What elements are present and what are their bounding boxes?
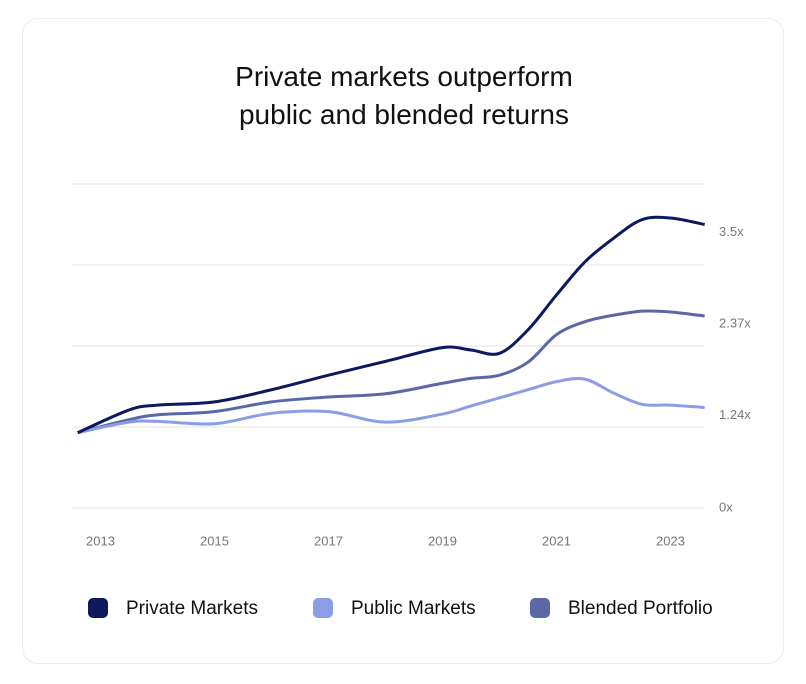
legend-label: Blended Portfolio (568, 598, 713, 619)
x-tick-label: 2019 (428, 533, 457, 548)
line (77, 215, 705, 435)
x-tick-label: 2013 (86, 533, 115, 548)
x-tick-label: 2021 (542, 533, 571, 548)
chart-title: Private markets outperform public and bl… (235, 61, 573, 130)
card (22, 18, 784, 664)
legend-swatch (88, 598, 108, 618)
x-tick-label: 2023 (656, 533, 685, 548)
line (77, 377, 705, 435)
x-tick-label: 2015 (200, 533, 229, 548)
line (77, 309, 705, 435)
x-tick-label: 2017 (314, 533, 343, 548)
legend-label: Public Markets (351, 598, 476, 619)
legend-swatch (530, 598, 550, 618)
end-label: 2.37x (719, 315, 751, 330)
y-tick-label: 0x (719, 499, 733, 514)
end-label: 3.5x (719, 224, 744, 239)
end-label: 1.24x (719, 407, 751, 422)
legend-swatch (313, 598, 333, 618)
legend-label: Private Markets (126, 598, 258, 619)
